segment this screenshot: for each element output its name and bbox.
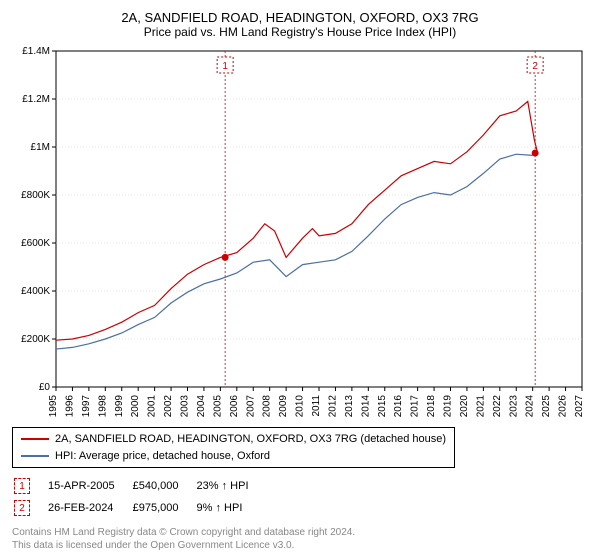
sale-row: 2 26-FEB-2024£975,0009% ↑ HPI [14, 498, 265, 518]
sale-marker-icon: 2 [14, 500, 30, 516]
sale-price: £975,000 [133, 498, 195, 518]
svg-text:2025: 2025 [541, 395, 552, 418]
svg-text:2010: 2010 [295, 395, 306, 418]
svg-text:£1.4M: £1.4M [22, 46, 50, 57]
svg-text:2012: 2012 [327, 395, 338, 418]
svg-text:2015: 2015 [377, 395, 388, 418]
svg-text:2019: 2019 [443, 395, 454, 418]
page-title: 2A, SANDFIELD ROAD, HEADINGTON, OXFORD, … [12, 10, 588, 25]
license-text: Contains HM Land Registry data © Crown c… [12, 526, 588, 552]
svg-text:£1.2M: £1.2M [22, 94, 50, 105]
svg-text:2000: 2000 [130, 395, 141, 418]
svg-text:£600K: £600K [21, 238, 50, 249]
page-subtitle: Price paid vs. HM Land Registry's House … [12, 25, 588, 39]
legend-label: 2A, SANDFIELD ROAD, HEADINGTON, OXFORD, … [55, 431, 446, 448]
svg-text:2: 2 [532, 61, 538, 72]
svg-text:2006: 2006 [229, 395, 240, 418]
svg-text:2026: 2026 [558, 395, 569, 418]
svg-text:2014: 2014 [360, 395, 371, 418]
svg-text:2007: 2007 [245, 395, 256, 418]
sale-delta: 9% ↑ HPI [197, 498, 265, 518]
svg-text:2023: 2023 [508, 395, 519, 418]
svg-text:2021: 2021 [475, 395, 486, 418]
svg-text:£1M: £1M [31, 142, 50, 153]
svg-text:2003: 2003 [180, 395, 191, 418]
svg-text:2017: 2017 [410, 395, 421, 418]
svg-text:1996: 1996 [64, 395, 75, 418]
svg-text:2001: 2001 [147, 395, 158, 418]
svg-text:£400K: £400K [21, 286, 50, 297]
svg-text:£0: £0 [39, 382, 51, 393]
svg-text:2004: 2004 [196, 395, 207, 418]
svg-text:1997: 1997 [81, 395, 92, 418]
svg-text:2020: 2020 [459, 395, 470, 418]
sale-row: 1 15-APR-2005£540,00023% ↑ HPI [14, 476, 265, 496]
line-chart: £0 £200K £400K £600K £800K £1M £1.2M £1.4M 1995 1… [12, 45, 588, 427]
svg-text:2027: 2027 [574, 395, 585, 418]
license-line: Contains HM Land Registry data © Crown c… [12, 526, 588, 539]
legend-swatch [21, 455, 49, 457]
svg-text:1998: 1998 [97, 395, 108, 418]
svg-text:2024: 2024 [525, 395, 536, 418]
svg-text:2013: 2013 [344, 395, 355, 418]
svg-text:2016: 2016 [393, 395, 404, 418]
legend-item: 2A, SANDFIELD ROAD, HEADINGTON, OXFORD, … [21, 431, 446, 448]
svg-text:2009: 2009 [278, 395, 289, 418]
svg-text:2018: 2018 [426, 395, 437, 418]
legend-label: HPI: Average price, detached house, Oxfo… [55, 448, 270, 465]
svg-text:1: 1 [222, 61, 228, 72]
svg-text:2022: 2022 [492, 395, 503, 418]
svg-text:1995: 1995 [48, 395, 59, 418]
sale-price: £540,000 [133, 476, 195, 496]
sale-date: 15-APR-2005 [48, 476, 131, 496]
legend: 2A, SANDFIELD ROAD, HEADINGTON, OXFORD, … [12, 427, 455, 468]
license-line: This data is licensed under the Open Gov… [12, 539, 588, 552]
legend-swatch [21, 438, 49, 440]
sale-date: 26-FEB-2024 [48, 498, 131, 518]
legend-item: HPI: Average price, detached house, Oxfo… [21, 448, 446, 465]
sales-table: 1 15-APR-2005£540,00023% ↑ HPI 2 26-FEB-202… [12, 474, 267, 520]
svg-text:2011: 2011 [311, 395, 322, 417]
svg-text:1999: 1999 [114, 395, 125, 418]
sale-marker-icon: 1 [14, 478, 30, 494]
svg-text:2002: 2002 [163, 395, 174, 418]
svg-text:£200K: £200K [21, 334, 50, 345]
svg-text:£800K: £800K [21, 190, 50, 201]
sale-delta: 23% ↑ HPI [197, 476, 265, 496]
svg-text:2008: 2008 [262, 395, 273, 418]
chart-area: £0 £200K £400K £600K £800K £1M £1.2M £1.4M 1995 1… [12, 45, 588, 427]
svg-text:2005: 2005 [212, 395, 223, 418]
